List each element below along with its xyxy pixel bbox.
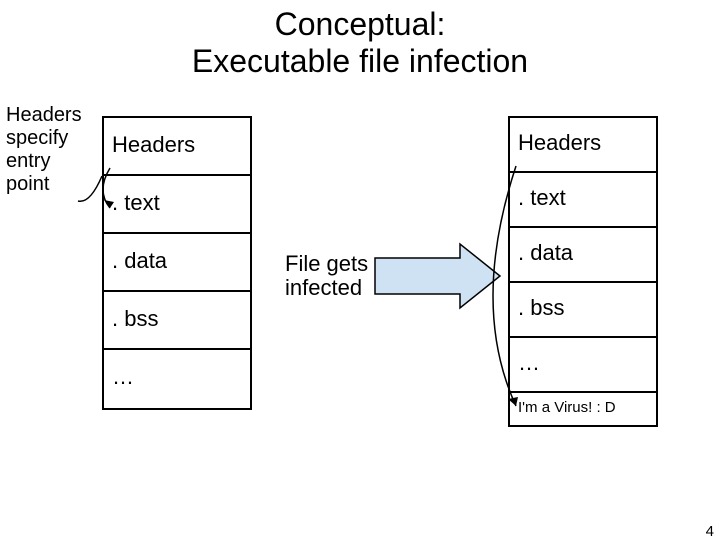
table-row: . bss — [104, 292, 250, 350]
arrow-caption-line-1: File gets — [285, 251, 368, 276]
table-row: Headers — [510, 118, 656, 173]
table-row: . data — [510, 228, 656, 283]
arrow-caption: File gets infected — [285, 252, 368, 300]
table-row: . bss — [510, 283, 656, 338]
page-number: 4 — [706, 523, 714, 540]
slide-title: Conceptual: Executable file infection — [0, 6, 720, 80]
right-file-structure: Headers . text . data . bss … I'm a Viru… — [508, 116, 658, 427]
title-line-1: Conceptual: — [275, 6, 446, 42]
virus-row: I'm a Virus! : D — [510, 393, 656, 425]
title-line-2: Executable file infection — [192, 43, 528, 79]
table-row: Headers — [104, 118, 250, 176]
arrow-caption-line-2: infected — [285, 275, 362, 300]
table-row: . text — [104, 176, 250, 234]
table-row: . data — [104, 234, 250, 292]
left-file-structure: Headers . text . data . bss … — [102, 116, 252, 410]
side-annotation: Headers specify entry point — [6, 104, 96, 196]
block-arrow-icon — [375, 244, 500, 308]
table-row: … — [104, 350, 250, 408]
table-row: . text — [510, 173, 656, 228]
table-row: … — [510, 338, 656, 393]
